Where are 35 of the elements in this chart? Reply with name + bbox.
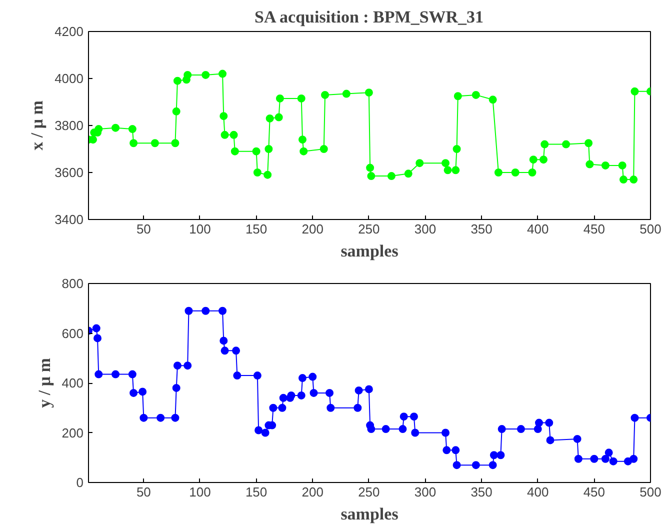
y-tick-label: 4200 [54, 24, 84, 39]
y-axis-title: x / μ m [28, 100, 47, 150]
x-tick-label: 100 [189, 484, 211, 500]
x-tick-label: 50 [136, 222, 151, 236]
y-tick-label: 600 [62, 326, 84, 341]
x-tick-label: 350 [470, 484, 492, 500]
x-tick-label: 200 [302, 222, 324, 236]
x-tick-label: 500 [640, 222, 662, 236]
x-tick-label: 100 [189, 222, 211, 236]
y-tick-label: 800 [62, 276, 84, 291]
x-axis-title: samples [340, 504, 399, 524]
y-tick-label: 400 [62, 376, 84, 390]
chart-title: SA acquisition : BPM_SWR_31 [254, 8, 484, 26]
x-tick-label: 450 [583, 484, 606, 500]
x-tick-label: 500 [640, 484, 662, 500]
x-tick-label: 350 [470, 222, 492, 236]
x-tick-label: 400 [527, 222, 549, 236]
y-tick-label: 4000 [54, 71, 84, 86]
x-tick-label: 250 [358, 484, 380, 500]
x-tick-label: 250 [358, 222, 380, 236]
x-tick-label: 150 [245, 484, 268, 500]
x-axis-title: samples [340, 242, 399, 260]
x-tick-label: 200 [302, 484, 324, 500]
y-axis-title: y / μ m [34, 358, 54, 408]
x-tick-label: 50 [136, 484, 151, 500]
x-tick-label: 300 [414, 222, 436, 236]
y-tick-label: 200 [62, 425, 84, 440]
x-tick-label: 150 [245, 222, 268, 236]
y-tick-label: 3400 [54, 212, 84, 227]
y-tick-label: 0 [76, 475, 84, 490]
x-tick-label: 400 [527, 484, 549, 500]
y-tick-label: 3800 [54, 118, 84, 133]
y-tick-label: 3600 [54, 165, 84, 180]
x-tick-label: 300 [414, 484, 436, 500]
x-tick-label: 450 [583, 222, 606, 236]
